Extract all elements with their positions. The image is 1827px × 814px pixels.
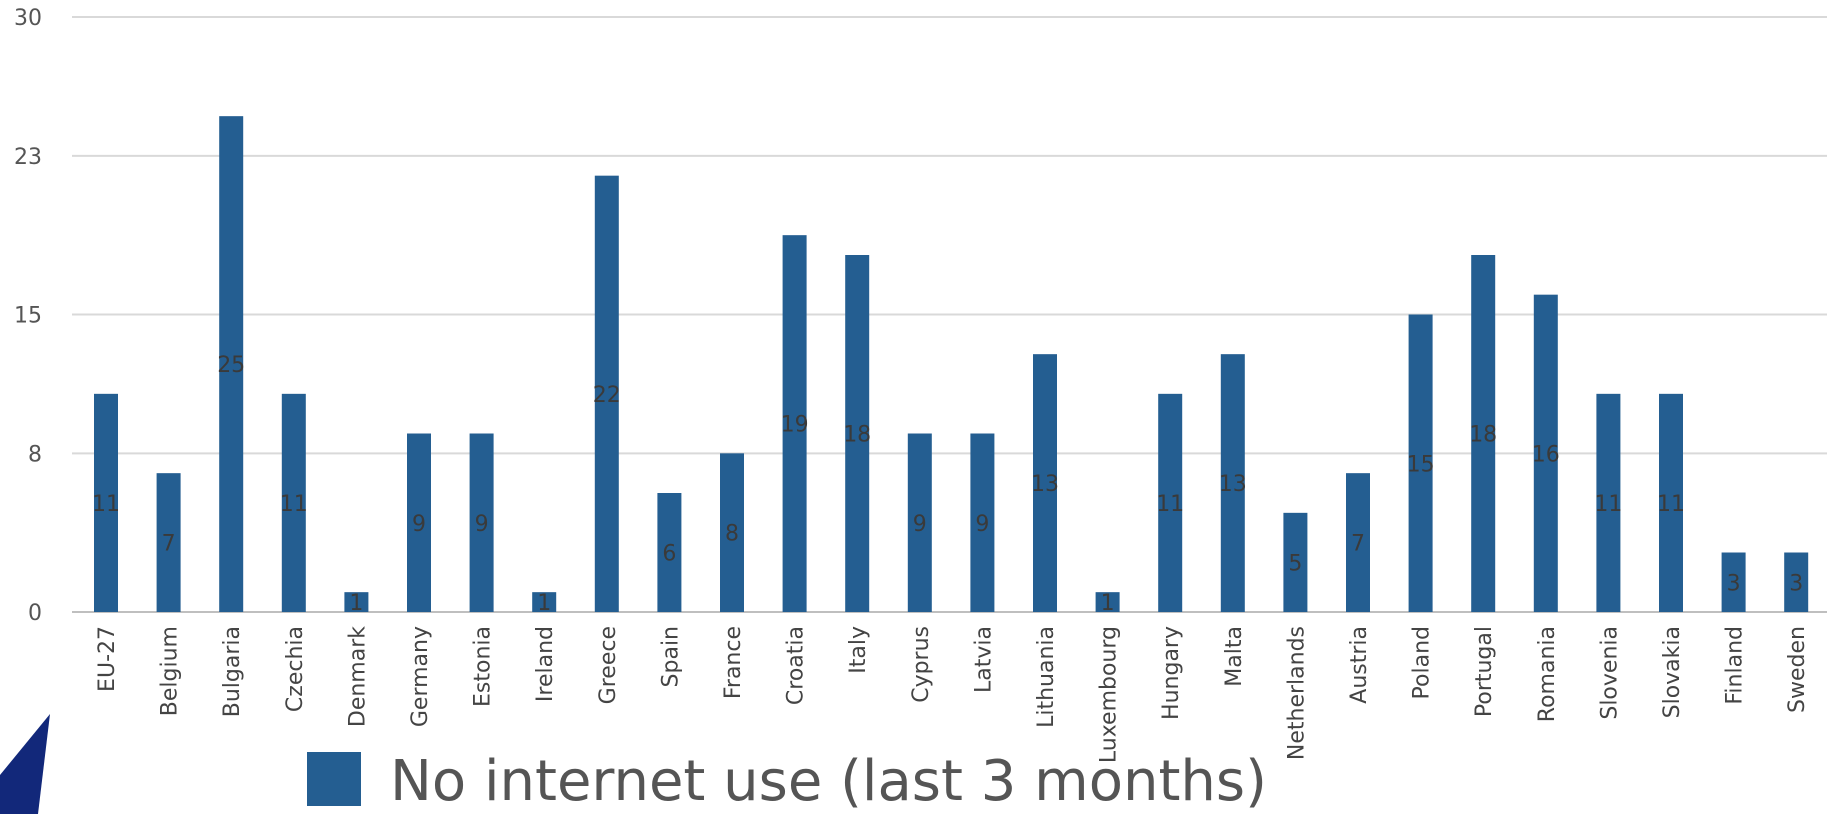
bar [1659,393,1683,612]
y-axis-ticks: 0 8 15 23 30 [14,6,42,626]
y-tick-label: 23 [14,145,42,170]
x-tick-label: Croatia [784,626,809,705]
y-tick-label: 30 [14,6,42,31]
bar [657,493,682,612]
x-tick-label: Bulgaria [220,626,245,717]
bar [1533,294,1558,612]
data-label: 9 [975,512,989,537]
x-tick-label: Luxembourg [1097,626,1122,763]
legend-swatch [307,752,361,806]
bar [469,433,494,612]
data-label: 11 [1657,492,1685,517]
corner-accent-shape [0,714,50,814]
data-label: 16 [1532,442,1560,467]
x-tick-label: Estonia [471,626,496,707]
x-tick-label: Lithuania [1034,626,1059,728]
bar [94,393,118,612]
x-tick-label: Romania [1535,626,1560,722]
data-label: 5 [1288,551,1302,576]
data-label: 13 [1219,472,1247,497]
data-label: 22 [593,383,621,408]
data-label: 7 [1351,532,1365,557]
x-tick-label: Germany [408,626,433,727]
bar [720,453,744,612]
bar [1721,552,1746,612]
x-tick-label: EU-27 [95,626,120,692]
y-tick-label: 8 [28,442,42,467]
bar [907,433,932,612]
legend-label: No internet use (last 3 months) [390,749,1267,814]
x-tick-label: Portugal [1472,626,1497,717]
x-tick-label: Belgium [158,626,183,716]
bar [1346,473,1370,612]
data-label: 7 [162,532,176,557]
bar [1784,552,1809,612]
x-tick-label: Sweden [1785,626,1810,713]
bar [1033,354,1057,612]
y-tick-label: 15 [14,304,42,329]
bar [532,592,557,612]
y-tick-label: 0 [28,601,42,626]
data-label: 18 [843,423,871,448]
data-label: 9 [475,512,489,537]
bar [1220,354,1245,612]
bar [407,433,431,612]
x-tick-label: Slovenia [1597,626,1622,720]
data-label: 9 [913,512,927,537]
bar [1283,512,1308,612]
bar [594,175,619,612]
x-tick-label: Austria [1347,626,1372,704]
x-tick-label: Hungary [1159,626,1184,720]
bar [156,473,181,612]
x-tick-label: Slovakia [1660,626,1685,718]
data-label: 11 [1594,492,1622,517]
data-label: 9 [412,512,426,537]
bar [1596,393,1621,612]
x-tick-label: Ireland [533,626,558,702]
bar [1408,314,1433,612]
bar [1471,255,1496,612]
bar [845,255,870,612]
x-tick-label: Denmark [345,626,370,727]
bar [344,592,369,612]
bar [1158,393,1183,612]
x-axis-labels: EU-27 Belgium Bulgaria Czechia Denmark German… [95,626,1810,763]
x-tick-label: Poland [1410,626,1435,699]
x-tick-label: Netherlands [1284,626,1309,760]
data-label: 11 [280,492,308,517]
data-label: 15 [1407,452,1435,477]
bar [970,433,995,612]
data-label: 25 [217,353,245,378]
x-tick-label: Latvia [971,626,996,693]
data-label: 1 [349,591,363,616]
data-label: 1 [1101,591,1115,616]
data-label: 18 [1469,423,1497,448]
legend: No internet use (last 3 months) [307,749,1267,814]
bar [782,235,807,612]
bar [219,116,244,613]
x-tick-label: Spain [658,626,683,687]
data-label: 8 [725,522,739,547]
bars [94,116,1809,613]
x-tick-label: Italy [846,626,871,674]
x-tick-label: Finland [1723,626,1748,705]
bar [281,393,306,612]
x-tick-label: France [721,626,746,699]
data-label: 1 [537,591,551,616]
data-label: 11 [92,492,120,517]
bar [1095,592,1120,612]
x-tick-label: Malta [1222,626,1247,687]
x-tick-label: Cyprus [909,626,934,703]
data-label: 11 [1156,492,1184,517]
x-tick-label: Czechia [283,626,308,712]
data-label: 3 [1727,571,1741,596]
data-label: 6 [662,542,676,567]
data-label: 3 [1789,571,1803,596]
data-label: 19 [781,413,809,438]
gridlines [72,16,1827,613]
x-tick-label: Greece [596,626,621,704]
data-label: 13 [1031,472,1059,497]
